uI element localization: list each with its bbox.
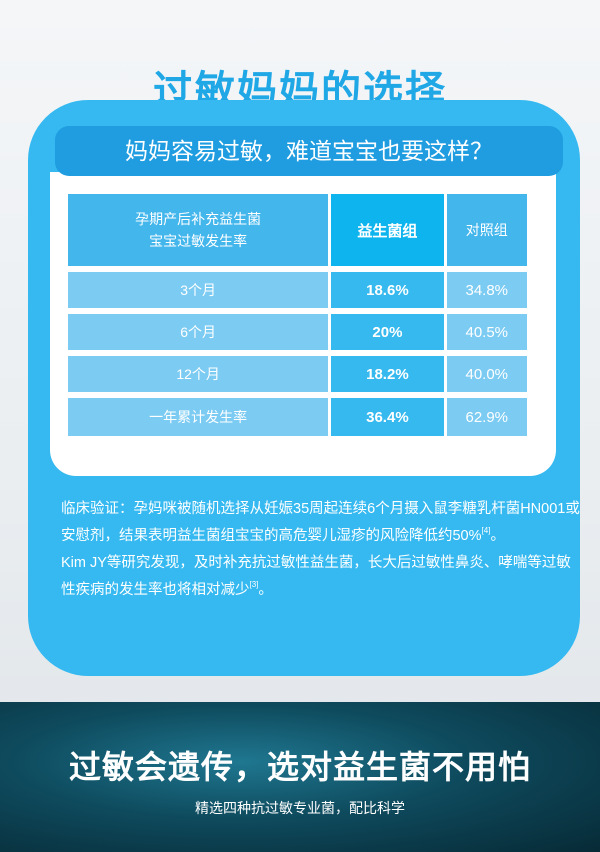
clinical-paragraph: 临床验证：孕妈咪被随机选择从妊娠35周起连续6个月摄入鼠李糖乳杆菌HN001或安… [61, 501, 580, 544]
probiotic-cell: 18.6% [331, 272, 444, 308]
table-header-row: 孕期产后补充益生菌 宝宝过敏发生率 益生菌组 对照组 [68, 194, 527, 266]
allergy-rate-table: 孕期产后补充益生菌 宝宝过敏发生率 益生菌组 对照组 3个月 18.6% 34.… [68, 194, 527, 442]
table-row: 一年累计发生率 36.4% 62.9% [68, 398, 527, 436]
banner-background [0, 702, 600, 852]
table-row: 3个月 18.6% 34.8% [68, 272, 527, 308]
probiotic-cell: 36.4% [331, 398, 444, 436]
period-cell: 3个月 [68, 272, 329, 308]
control-cell: 40.5% [446, 314, 527, 350]
reference-mark: [3] [249, 580, 259, 589]
control-cell: 40.0% [446, 356, 527, 392]
probiotic-cell: 18.2% [331, 356, 444, 392]
probiotic-cell: 20% [331, 314, 444, 350]
research-paragraph: Kim JY等研究发现，及时补充抗过敏性益生菌，长大后过敏性鼻炎、哮喘等过敏性疾… [61, 555, 571, 598]
period-cell: 一年累计发生率 [68, 398, 329, 436]
reference-mark: [4] [481, 526, 491, 535]
table-row: 6个月 20% 40.5% [68, 314, 527, 350]
study-description: 临床验证：孕妈咪被随机选择从妊娠35周起连续6个月摄入鼠李糖乳杆菌HN001或安… [61, 496, 581, 604]
period-cell: 6个月 [68, 314, 329, 350]
control-cell: 34.8% [446, 272, 527, 308]
header-cell-control: 对照组 [446, 194, 527, 266]
banner-title: 过敏会遗传，选对益生菌不用怕 [68, 749, 531, 785]
header-cell-group: 孕期产后补充益生菌 宝宝过敏发生率 [68, 194, 329, 266]
control-cell: 62.9% [446, 398, 527, 436]
header-cell-probiotic: 益生菌组 [331, 194, 444, 266]
subtitle-bar: 妈妈容易过敏，难道宝宝也要这样？ [55, 126, 563, 176]
banner-subtitle: 精选四种抗过敏专业菌，配比科学 [195, 800, 405, 816]
period-cell: 12个月 [68, 356, 329, 392]
table-row: 12个月 18.2% 40.0% [68, 356, 527, 392]
